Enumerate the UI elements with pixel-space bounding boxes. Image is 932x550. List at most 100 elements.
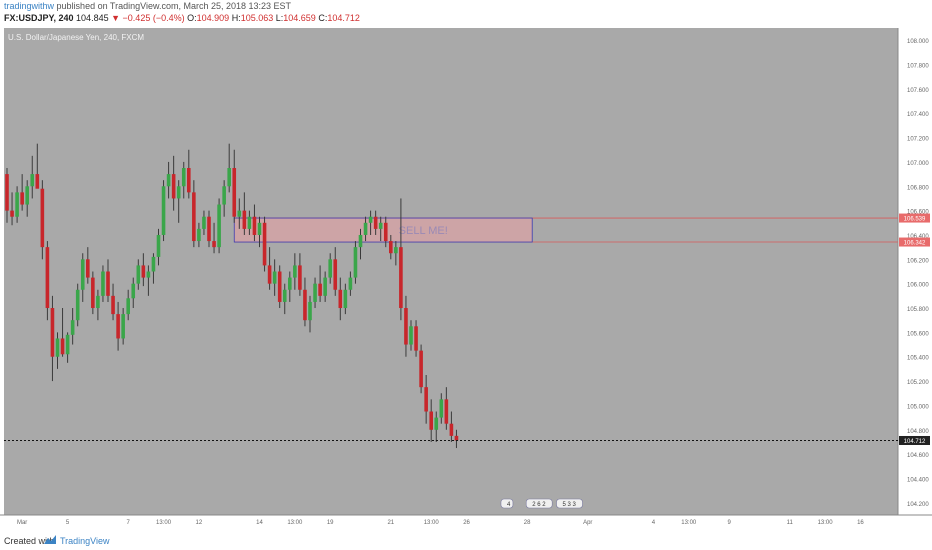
candle-body [40, 188, 45, 248]
y-tick-label: 108.000 [907, 39, 929, 45]
candle-body [373, 216, 378, 229]
x-tick-label: 14 [256, 520, 263, 526]
candle-body [60, 338, 65, 355]
zone-top-price-tag-text: 106.539 [904, 217, 926, 223]
candle-body [217, 204, 221, 248]
candle-body [171, 174, 176, 199]
candle-body [454, 435, 459, 441]
candle-body [277, 271, 282, 302]
tradingview-brand[interactable]: TradingView [60, 536, 110, 546]
candle-body [70, 320, 75, 335]
x-tick-label: 13:00 [681, 520, 697, 526]
candle-body [111, 295, 115, 315]
x-tick-label: 26 [463, 520, 470, 526]
low-value: 104.659 [283, 13, 316, 23]
y-tick-label: 105.400 [907, 356, 929, 362]
x-tick-label: 13:00 [287, 520, 303, 526]
author-link[interactable]: tradingwithw [4, 1, 55, 11]
candle-body [308, 301, 312, 321]
chart-area[interactable]: U.S. Dollar/Japanese Yen, 240, FXCM 104.2… [0, 28, 932, 528]
tradingview-logo-icon [44, 535, 56, 544]
y-tick-label: 106.800 [907, 185, 929, 191]
candle-body [212, 241, 216, 248]
candle-body [429, 411, 433, 430]
y-tick-label: 107.400 [907, 112, 929, 118]
candle-body [86, 259, 90, 278]
sell-zone-label: SELL ME! [399, 225, 448, 237]
candle-body [25, 186, 29, 205]
candle-body [247, 216, 252, 229]
candle-body [45, 247, 50, 309]
y-tick-label: 104.200 [907, 502, 929, 508]
candle-body [106, 271, 110, 296]
candle-body [136, 265, 141, 284]
down-arrow-icon: ▼ [111, 13, 121, 23]
candle-body [55, 338, 60, 357]
candle-body [348, 277, 353, 290]
candle-body [434, 417, 439, 430]
candle-body [449, 423, 454, 436]
y-tick-label: 107.000 [907, 161, 929, 167]
x-tick-label: 13:00 [818, 520, 834, 526]
sell-zone [233, 217, 533, 243]
candle-body [65, 334, 70, 355]
open-value: 104.909 [196, 13, 230, 23]
candle-body [207, 216, 211, 242]
candle-body [166, 174, 171, 187]
price-chart[interactable]: U.S. Dollar/Japanese Yen, 240, FXCM 104.2… [0, 28, 932, 528]
candle-body [444, 399, 449, 424]
candle-body [333, 259, 338, 290]
candle-body [176, 186, 181, 199]
candle-body [232, 168, 237, 217]
economic-event-count: 2 6 2 [532, 502, 546, 508]
candle-body [141, 265, 146, 278]
candle-body [151, 256, 156, 272]
candle-body [121, 314, 125, 339]
candle-body [328, 259, 332, 278]
zone-bottom-price-tag [899, 237, 930, 247]
economic-event-flag-icon [556, 498, 583, 509]
high-label: H: [231, 13, 241, 23]
candle-body [343, 289, 348, 309]
candle-body [323, 277, 327, 296]
y-tick-label: 107.600 [907, 88, 929, 94]
candle-body [303, 289, 307, 321]
candle-body [404, 308, 408, 345]
high-value: 105.063 [240, 13, 274, 23]
x-tick-label: 16 [857, 520, 864, 526]
candle-body [91, 277, 95, 309]
candle-body [394, 247, 398, 254]
candle-body [293, 265, 297, 278]
candle-body [414, 326, 418, 351]
x-tick-label: 13:00 [156, 520, 172, 526]
candle-body [282, 289, 287, 302]
economic-event-count: 5 3 3 [563, 502, 577, 508]
low-label: L: [275, 13, 284, 23]
candle-body [131, 283, 136, 299]
x-tick-label: 21 [387, 520, 394, 526]
time-axis-background [0, 515, 932, 528]
candle-body [409, 326, 413, 345]
candle-body [378, 222, 383, 229]
y-tick-label: 106.000 [907, 283, 929, 289]
candle-body [288, 277, 292, 290]
price-change: −0.425 (−0.4%) [122, 13, 185, 23]
candle-body [237, 210, 242, 217]
y-tick-label: 107.800 [907, 64, 929, 70]
open-label: O: [187, 13, 197, 23]
candle-body [101, 271, 105, 296]
candle-body [257, 222, 262, 235]
y-tick-label: 105.800 [907, 307, 929, 313]
y-tick-label: 105.600 [907, 331, 929, 337]
candle-body [318, 283, 322, 296]
last-price-tag-text: 104.712 [904, 439, 926, 445]
candle-body [368, 216, 373, 223]
candle-body [35, 174, 40, 189]
candle-body [156, 234, 161, 257]
candle-body [358, 234, 363, 248]
candle-body [252, 216, 257, 235]
y-tick-label: 104.400 [907, 477, 929, 483]
x-tick-label: Apr [583, 520, 592, 526]
candle-body [383, 222, 388, 242]
candle-body [338, 289, 343, 309]
